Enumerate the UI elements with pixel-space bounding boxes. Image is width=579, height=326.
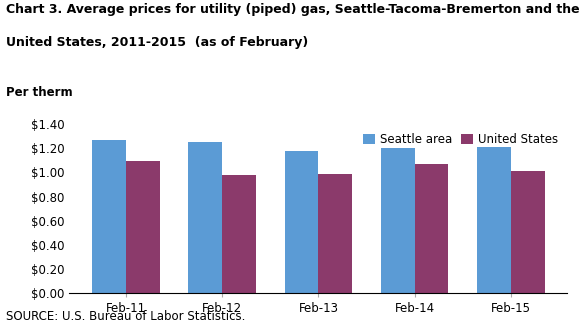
Text: Per therm: Per therm bbox=[6, 86, 72, 99]
Bar bbox=[222, 175, 256, 293]
Bar bbox=[511, 171, 545, 293]
Text: United States, 2011-2015  (as of February): United States, 2011-2015 (as of February… bbox=[6, 36, 308, 49]
Bar bbox=[381, 148, 415, 293]
Legend: Seattle area, United States: Seattle area, United States bbox=[360, 130, 562, 150]
Text: Chart 3. Average prices for utility (piped) gas, Seattle-Tacoma-Bremerton and th: Chart 3. Average prices for utility (pip… bbox=[6, 3, 579, 16]
Bar bbox=[126, 161, 160, 293]
Bar bbox=[285, 151, 318, 293]
Bar bbox=[92, 140, 126, 293]
Bar bbox=[188, 142, 222, 293]
Bar bbox=[415, 164, 449, 293]
Bar bbox=[318, 173, 352, 293]
Text: SOURCE: U.S. Bureau of Labor Statistics.: SOURCE: U.S. Bureau of Labor Statistics. bbox=[6, 310, 245, 323]
Bar bbox=[477, 147, 511, 293]
